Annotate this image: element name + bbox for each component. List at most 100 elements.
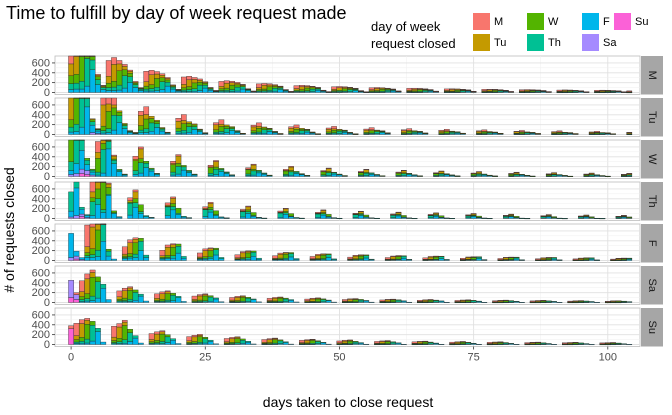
bar-th-d43-th xyxy=(299,217,305,219)
bar-tu-d1-tu xyxy=(73,97,80,99)
bar-tu-d4-sa xyxy=(89,132,96,135)
bar-f-d89-m xyxy=(545,257,552,259)
bar-f-d7-f xyxy=(105,255,112,261)
bar-su-d2-f xyxy=(79,343,85,345)
bar-m-d12-m xyxy=(132,81,139,83)
bar-f-d13-w xyxy=(138,238,144,242)
bar-sa-d19-f xyxy=(170,300,176,303)
bar-su-d48-f xyxy=(325,343,332,345)
bar-sa-d16-tu xyxy=(154,298,160,301)
bar-f-d6-f xyxy=(100,241,107,261)
bar-su-d17-th xyxy=(159,341,166,344)
bar-f-d77-th xyxy=(481,259,488,261)
bar-f-d76-th xyxy=(476,256,482,259)
bar-th-d7-tu xyxy=(105,183,112,188)
bar-m-d89-m xyxy=(545,91,552,93)
bar-f-d3-m xyxy=(84,224,91,247)
bar-tu-d29-f xyxy=(223,132,230,135)
bar-su-d16-m xyxy=(154,331,160,335)
bar-sa-d3-f xyxy=(84,300,91,303)
bar-m-d21-th xyxy=(181,89,187,92)
bar-m-d78-tu xyxy=(486,89,493,92)
strip xyxy=(641,182,663,221)
bar-tu-d3-th xyxy=(84,97,91,108)
bar-tu-d27-th xyxy=(213,131,219,134)
strip xyxy=(641,56,663,95)
bar-f-d12-m xyxy=(132,237,139,240)
bar-tu-d51-f xyxy=(342,132,348,135)
bar-f-d83-f xyxy=(513,258,520,261)
bar-m-d75-m xyxy=(470,91,477,92)
bar-m-d3-th xyxy=(84,58,91,87)
bar-su-d73-w xyxy=(460,342,466,344)
bar-m-d36-w xyxy=(261,88,268,91)
bar-w-d30-w xyxy=(229,174,235,176)
bar-m-d45-w xyxy=(309,87,316,90)
bar-m-d8-th xyxy=(111,86,117,91)
bar-w-d8-m xyxy=(111,154,117,157)
bar-m-d4-f xyxy=(89,69,96,93)
bar-f-d68-w xyxy=(433,256,439,260)
bar-th-d12-th xyxy=(132,202,139,208)
bar-sa-d68-w xyxy=(433,299,439,301)
bar-w-d93-w xyxy=(567,175,574,177)
bar-su-d23-m xyxy=(191,335,198,338)
bar-su-d17-m xyxy=(159,330,166,333)
bar-su-d83-f xyxy=(513,344,520,345)
bar-tu-d45-tu xyxy=(309,131,316,133)
bar-f-d17-f xyxy=(159,258,166,261)
bar-tu-d20-th xyxy=(175,131,182,134)
bar-th-d41-f xyxy=(288,216,294,219)
bar-sa-d9-w xyxy=(116,299,123,301)
bar-tu-d7-f xyxy=(105,132,112,135)
bar-f-d1-f xyxy=(73,250,80,257)
bar-tu-d58-f xyxy=(379,132,386,135)
bar-tu-d83-tu xyxy=(513,131,520,134)
bar-tu-d79-f xyxy=(492,133,498,135)
bar-th-d18-f xyxy=(164,215,171,219)
bar-tu-d48-w xyxy=(325,131,332,134)
bar-tu-d28-th xyxy=(218,131,225,134)
bar-tu-d80-tu xyxy=(497,133,504,134)
bar-w-d62-tu xyxy=(401,170,407,173)
bar-f-d5-f xyxy=(95,256,101,261)
bar-f-d55-th xyxy=(363,255,370,259)
bar-th-d6-f xyxy=(100,212,107,219)
bar-f-d17-tu xyxy=(159,255,166,258)
strip-label: Su xyxy=(646,321,658,334)
bar-f-d91-th xyxy=(556,259,563,261)
bar-f-d46-tu xyxy=(315,255,321,259)
bar-m-d24-w xyxy=(197,81,203,86)
bar-tu-d48-tu xyxy=(325,129,332,133)
bar-sa-d13-th xyxy=(138,293,144,297)
bar-sa-d10-w xyxy=(121,297,128,301)
bar-tu-d90-m xyxy=(551,131,557,133)
bar-w-d16-w xyxy=(154,173,160,174)
bar-sa-d73-m xyxy=(460,299,466,301)
bar-tu-d13-th xyxy=(138,129,144,133)
bar-su-d39-th xyxy=(277,340,284,344)
bar-th-d26-tu xyxy=(207,203,214,208)
bar-m-d100-m xyxy=(604,90,611,91)
bar-m-d25-m xyxy=(202,81,209,83)
bar-su-d11-th xyxy=(127,332,133,342)
bar-tu-d53-tu xyxy=(352,133,359,135)
bar-sa-d34-f xyxy=(250,299,257,303)
bar-w-d22-f xyxy=(186,172,192,177)
bar-tu-d43-tu xyxy=(299,128,305,130)
bar-m-d23-w xyxy=(191,82,198,89)
bar-m-d56-m xyxy=(368,87,375,90)
bar-w-d72-w xyxy=(454,175,461,177)
bar-w-d27-f xyxy=(213,174,219,177)
bar-su-d55-f xyxy=(363,343,370,345)
bar-m-d92-m xyxy=(562,89,568,91)
bar-w-d21-f xyxy=(181,169,187,177)
bar-tu-d20-tu xyxy=(175,121,182,129)
bar-m-d43-m xyxy=(299,85,305,87)
bar-th-d69-w xyxy=(438,215,445,218)
bar-m-d53-f xyxy=(352,90,359,93)
bar-f-d90-w xyxy=(551,257,557,259)
bar-m-d44-th xyxy=(304,90,311,93)
bar-th-d6-th xyxy=(100,209,107,213)
